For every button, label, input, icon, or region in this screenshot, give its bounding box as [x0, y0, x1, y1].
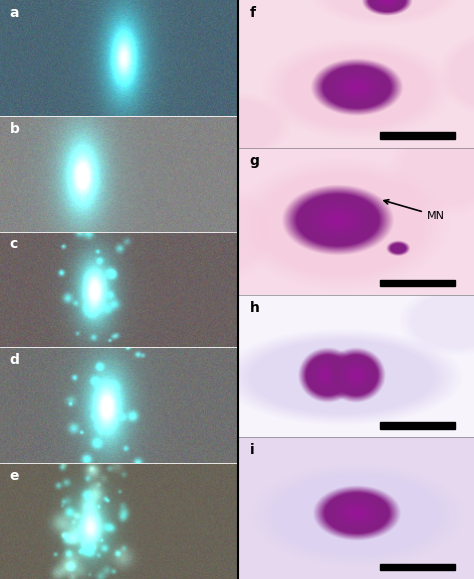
Text: c: c — [9, 237, 18, 251]
Text: MN: MN — [384, 200, 445, 221]
Bar — [380, 132, 455, 139]
Text: d: d — [9, 353, 19, 367]
Text: b: b — [9, 122, 19, 135]
Text: i: i — [250, 443, 255, 457]
Bar — [380, 280, 455, 287]
Text: a: a — [9, 6, 19, 20]
Bar — [380, 422, 455, 428]
Text: e: e — [9, 469, 19, 483]
Bar — [380, 564, 455, 570]
Text: g: g — [250, 153, 260, 167]
Text: h: h — [250, 301, 260, 315]
Text: f: f — [250, 6, 256, 20]
